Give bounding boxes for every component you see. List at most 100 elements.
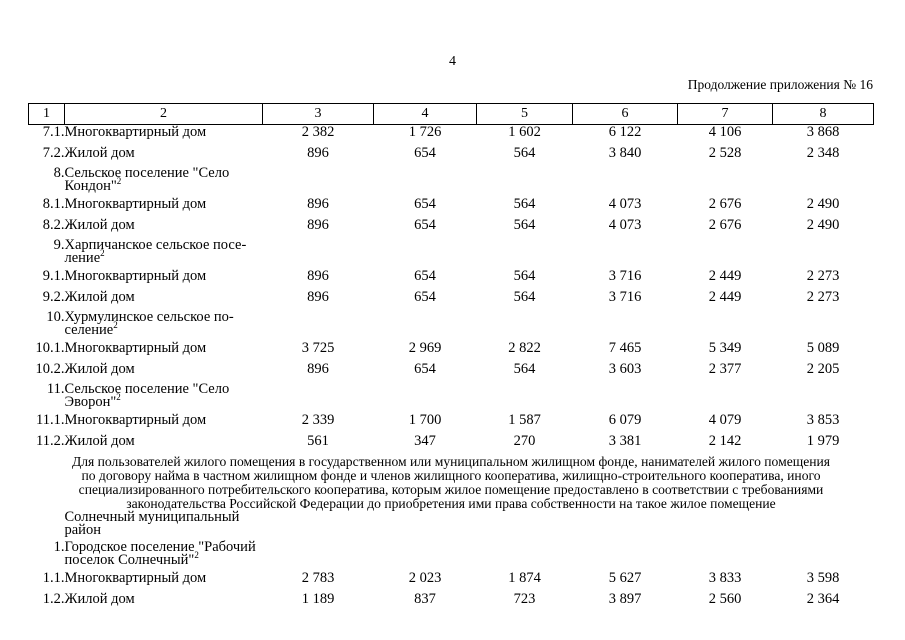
- row-name: Многоквартирный дом: [64, 267, 207, 284]
- value-cell: 896: [307, 144, 329, 161]
- value-cell: 1 979: [806, 432, 840, 449]
- column-header: 3: [262, 103, 374, 125]
- value-cell: 3 868: [806, 124, 840, 140]
- value-cell: 4 079: [708, 411, 742, 428]
- row-number-cell: 7.1.: [42, 124, 65, 140]
- row-number-cell: 8.1.: [42, 195, 65, 212]
- row-number-cell: 9.2.: [42, 288, 65, 305]
- value-cell: 4 073: [608, 216, 642, 233]
- value-cell: 6 122: [608, 124, 642, 140]
- empty-cell: [263, 511, 874, 541]
- row-number-cell: 8.: [53, 164, 65, 181]
- value-cell: 2 339: [301, 411, 335, 428]
- row-name-cell: Городское поселение "Рабочий поселок Сол…: [64, 538, 263, 571]
- row-name: Хурмулинское сельское по- селение: [64, 308, 234, 338]
- value-cell: 2 449: [708, 267, 742, 284]
- table-header: 1 2 3 4 5 6 7 8: [28, 103, 874, 125]
- row-name-cell: Сельское поселение "Село Эворон"2: [65, 381, 263, 413]
- value-cell: 3 716: [608, 288, 642, 305]
- row-number-cell: 7.2.: [42, 144, 65, 161]
- footnote-marker: 2: [116, 392, 121, 403]
- row-number-cell: 10.2.: [35, 360, 65, 377]
- column-header: 1: [28, 103, 65, 125]
- row-name-cell: Хурмулинское сельское по- селение2: [64, 308, 263, 341]
- value-cell: 4 073: [608, 195, 642, 212]
- value-cell: 3 381: [608, 432, 642, 449]
- footnote-marker: 2: [116, 176, 122, 187]
- row-name: Харпичанское сельское посе- ление: [64, 236, 247, 266]
- value-cell: 4 106: [708, 124, 742, 140]
- row-name: Многоквартирный дом: [64, 569, 207, 586]
- footnote-marker: 2: [100, 248, 105, 259]
- value-cell: 3 897: [608, 590, 642, 607]
- value-cell: 564: [513, 267, 536, 284]
- row-name: Жилой дом: [64, 288, 135, 305]
- row-name-cell: Жилой дом: [65, 145, 263, 167]
- table-section-row: 8. Сельское поселение "Село Кондон"2: [29, 164, 874, 197]
- row-number-cell: 11.: [46, 380, 65, 397]
- appendix-continuation-label: Продолжение приложения № 16: [687, 77, 873, 92]
- row-name: Жилой дом: [64, 216, 135, 233]
- table-row: 1.1. Многоквартирный дом 2 783 2 023 1 8…: [29, 569, 874, 592]
- row-name-cell: Многоквартирный дом: [64, 569, 263, 592]
- row-name-cell: Многоквартирный дом: [64, 267, 263, 290]
- value-cell: 7 465: [608, 339, 642, 356]
- value-cell: 654: [414, 288, 436, 305]
- row-name: Солнечный муниципальный район: [64, 508, 240, 538]
- value-cell: 6 079: [608, 411, 642, 428]
- empty-cell: [263, 311, 874, 341]
- table-row: 10.2. Жилой дом 896 654 564 3 603 2 377 …: [29, 360, 874, 383]
- table-row: 10.1. Многоквартирный дом 3 725 2 969 2 …: [29, 339, 874, 362]
- row-name: Многоквартирный дом: [64, 195, 207, 212]
- value-cell: 654: [414, 195, 436, 212]
- row-number-cell: 11.1.: [36, 411, 65, 428]
- value-cell: 2 560: [708, 590, 742, 607]
- value-cell: 2 969: [408, 339, 442, 356]
- value-cell: 564: [513, 288, 536, 305]
- table-row: 9.1. Многоквартирный дом 896 654 564 3 7…: [29, 267, 874, 290]
- row-number-cell: 1.: [53, 538, 65, 555]
- value-cell: 2 676: [708, 195, 742, 212]
- row-name: Городское поселение "Рабочий поселок Сол…: [64, 538, 256, 568]
- value-cell: 896: [307, 216, 329, 233]
- row-name-cell: Сельское поселение "Село Кондон"2: [65, 165, 263, 197]
- row-name-cell: Жилой дом: [64, 288, 263, 311]
- value-cell: 654: [414, 144, 436, 161]
- row-number-cell: 1.2.: [42, 590, 65, 607]
- table-section-row: 10. Хурмулинское сельское по- селение2: [29, 308, 874, 341]
- table-section-row: 11. Сельское поселение "Село Эворон"2: [29, 380, 874, 413]
- column-header: 7: [677, 103, 773, 125]
- value-cell: 1 189: [301, 590, 335, 607]
- table-row: 7.2. Жилой дом 896 654 564 3 840 2 528 2…: [29, 144, 874, 167]
- column-header: 5: [476, 103, 573, 125]
- value-cell: 2 490: [806, 195, 840, 212]
- page-number: 4: [449, 54, 456, 69]
- value-cell: 2 364: [806, 590, 840, 607]
- tariff-table: 1 2 3 4 5 6 7 8 7.1. Многоквартирный дом…: [28, 103, 874, 613]
- value-cell: 2 528: [708, 144, 742, 161]
- table-row: 8.2. Жилой дом 896 654 564 4 073 2 676 2…: [29, 216, 874, 239]
- row-number-cell: 11.2.: [36, 432, 65, 449]
- value-cell: 896: [307, 267, 329, 284]
- value-cell: 3 598: [806, 569, 840, 586]
- row-name-cell: Жилой дом: [64, 216, 263, 239]
- table-section-row: Солнечный муниципальный район: [29, 508, 874, 541]
- value-cell: 654: [414, 360, 436, 377]
- value-cell: 1 587: [508, 411, 541, 428]
- row-name-cell: Солнечный муниципальный район: [64, 508, 263, 541]
- footnote-marker: 2: [194, 550, 199, 561]
- value-cell: 2 822: [508, 339, 541, 356]
- row-number-cell: [29, 511, 65, 541]
- table-row: 11.2. Жилой дом 561 347 270 3 381 2 142 …: [29, 432, 874, 455]
- row-name-cell: Многоквартирный дом: [65, 412, 263, 434]
- value-cell: 2 449: [708, 288, 742, 305]
- value-cell: 2 273: [806, 267, 840, 284]
- value-cell: 2 205: [806, 360, 840, 377]
- note-row: Для пользователей жилого помещения в гос…: [29, 454, 874, 511]
- value-cell: 2 490: [806, 216, 840, 233]
- value-cell: 2 377: [708, 360, 742, 377]
- value-cell: 2 783: [301, 569, 335, 586]
- value-cell: 3 840: [608, 144, 642, 161]
- value-cell: 1 726: [408, 124, 442, 140]
